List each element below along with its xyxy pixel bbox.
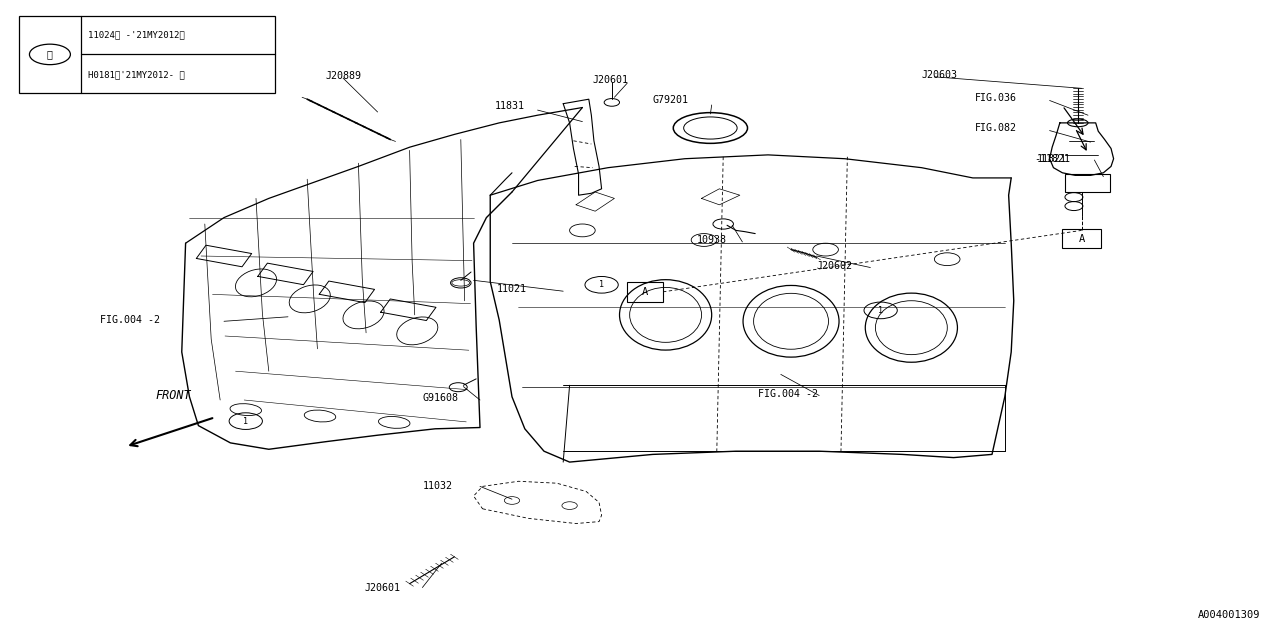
Text: 11032: 11032 <box>422 481 452 492</box>
Text: FRONT: FRONT <box>155 389 191 402</box>
Text: G79201: G79201 <box>653 95 689 106</box>
Text: -11821: -11821 <box>1034 154 1070 164</box>
Text: H0181〈'21MY2012- 〉: H0181〈'21MY2012- 〉 <box>88 70 186 79</box>
Text: FIG.004 -2: FIG.004 -2 <box>758 388 818 399</box>
Text: J20601: J20601 <box>365 582 401 593</box>
Text: A004001309: A004001309 <box>1198 609 1261 620</box>
Text: 11821: 11821 <box>1037 154 1066 164</box>
Text: J20603: J20603 <box>922 70 957 80</box>
Text: J20602: J20602 <box>817 260 852 271</box>
Text: G91608: G91608 <box>422 393 458 403</box>
Text: A: A <box>1079 234 1084 244</box>
Text: 1: 1 <box>878 306 883 315</box>
Text: J20601: J20601 <box>593 75 628 85</box>
Text: 1: 1 <box>599 280 604 289</box>
Text: J20889: J20889 <box>325 70 361 81</box>
Text: FIG.004 -2: FIG.004 -2 <box>100 315 160 325</box>
Text: A: A <box>643 287 648 297</box>
Text: 11021: 11021 <box>497 284 526 294</box>
Text: FIG.082: FIG.082 <box>975 123 1018 133</box>
Text: ①: ① <box>47 49 52 60</box>
Text: 11831: 11831 <box>494 100 525 111</box>
Text: FIG.036: FIG.036 <box>975 93 1018 103</box>
Text: 10938: 10938 <box>696 235 726 245</box>
Text: 11024〈 -'21MY2012〉: 11024〈 -'21MY2012〉 <box>88 30 186 39</box>
Text: 1: 1 <box>243 417 248 426</box>
